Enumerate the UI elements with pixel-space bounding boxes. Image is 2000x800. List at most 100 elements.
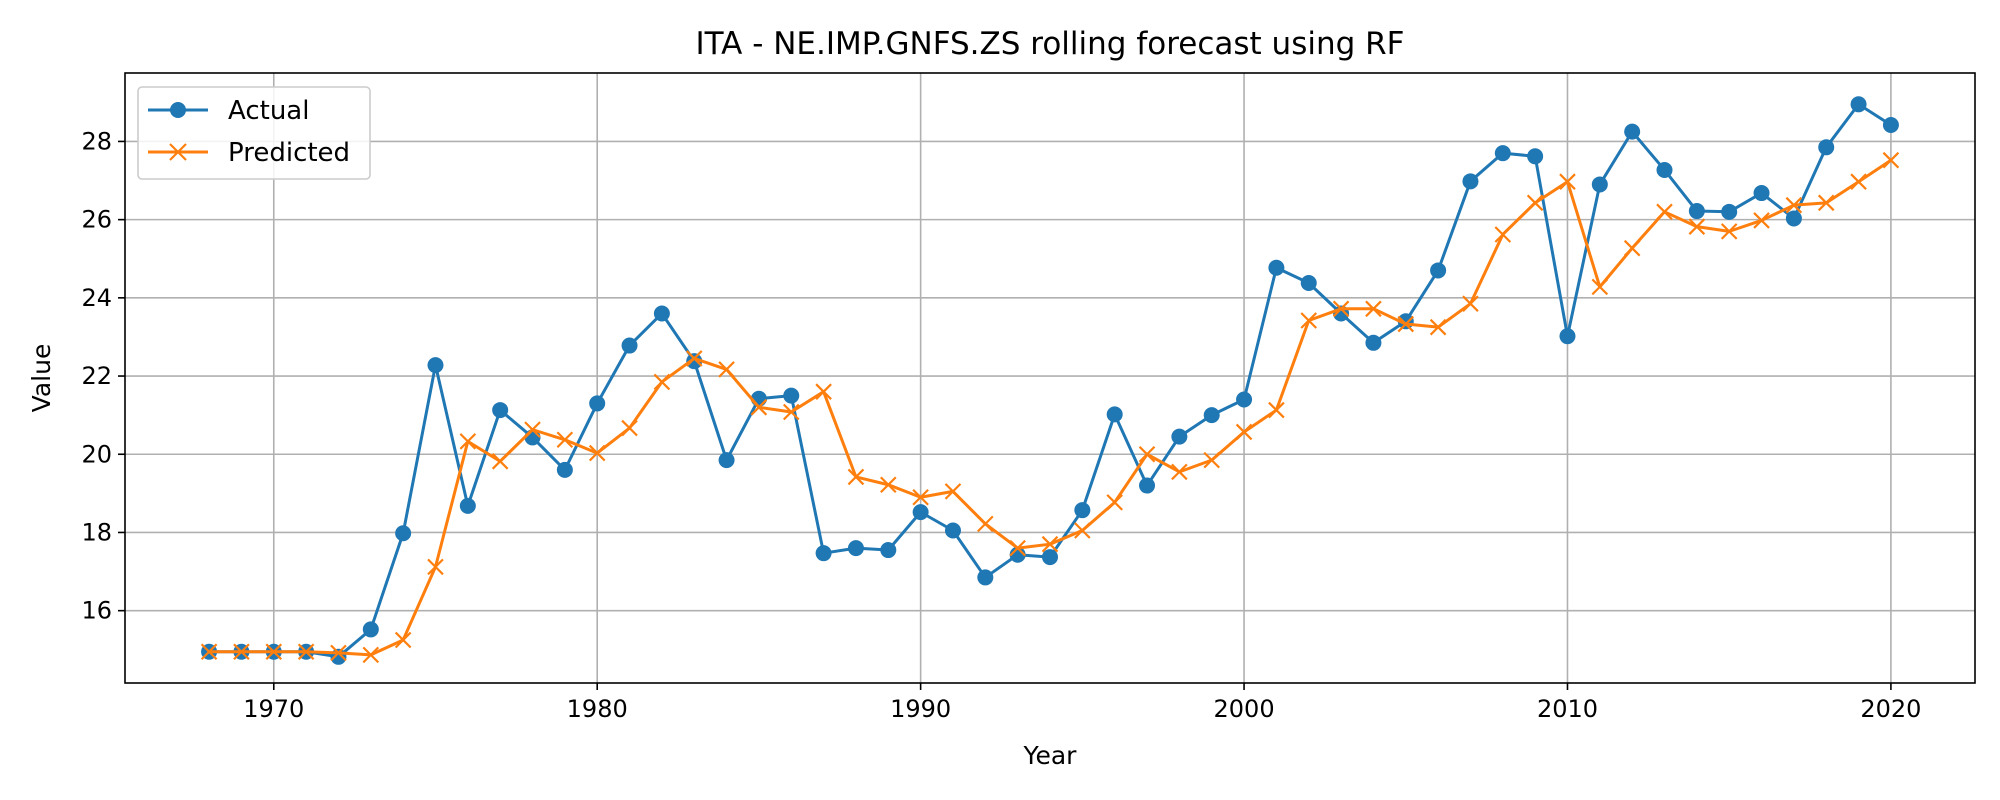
actual-point	[1365, 334, 1382, 351]
x-tick-label: 1970	[243, 695, 304, 723]
predicted-point	[491, 453, 509, 470]
predicted-point	[1656, 203, 1673, 221]
grid-lines	[125, 73, 1975, 683]
y-tick-label: 22	[81, 362, 112, 390]
predicted-point	[1009, 539, 1026, 557]
predicted-point	[1171, 463, 1188, 481]
x-tick-label: 1980	[567, 695, 628, 723]
predicted-point	[1850, 173, 1867, 190]
predicted-point	[394, 631, 412, 649]
actual-point	[1171, 428, 1188, 445]
predicted-point	[1300, 312, 1318, 329]
actual-point	[815, 545, 832, 562]
predicted-point	[685, 350, 703, 367]
actual-point	[427, 357, 444, 374]
predicted-point	[362, 646, 380, 664]
series-layer	[200, 96, 1900, 665]
predicted-line	[209, 158, 1892, 657]
actual-point	[1785, 210, 1802, 227]
predicted-point	[1365, 300, 1382, 318]
actual-point	[912, 504, 929, 521]
actual-point	[944, 522, 961, 539]
actual-point	[362, 621, 379, 638]
predicted-point	[1332, 300, 1350, 318]
actual-point	[556, 461, 573, 478]
predicted-point	[265, 643, 283, 660]
predicted-point	[1041, 535, 1059, 553]
predicted-point	[1882, 151, 1900, 169]
actual-point	[1042, 549, 1058, 566]
actual-point	[621, 337, 638, 354]
actual-point	[1527, 148, 1544, 165]
predicted-point	[815, 383, 832, 400]
y-tick-label: 24	[81, 284, 112, 312]
x-axis-label: Year	[1023, 741, 1078, 770]
predicted-point	[718, 361, 735, 378]
actual-point	[1462, 173, 1479, 190]
actual-point	[492, 402, 509, 419]
y-tick-label: 20	[81, 440, 112, 468]
actual-point	[1494, 145, 1511, 162]
predicted-point	[1106, 494, 1123, 511]
predicted-point	[1268, 401, 1285, 419]
predicted-point	[977, 515, 994, 533]
series-predicted	[200, 151, 1900, 664]
y-tick-label: 18	[81, 518, 112, 546]
predicted-point	[1623, 239, 1641, 257]
predicted-point	[1817, 194, 1835, 212]
predicted-point	[1785, 196, 1803, 214]
actual-point	[653, 305, 670, 322]
predicted-point	[297, 643, 315, 660]
predicted-point	[1753, 212, 1770, 229]
actual-point	[1753, 185, 1770, 202]
predicted-point	[782, 403, 800, 421]
actual-point	[686, 353, 703, 370]
actual-point	[1688, 203, 1705, 220]
predicted-point	[524, 421, 541, 438]
predicted-point	[1235, 423, 1253, 441]
predicted-point	[1429, 318, 1447, 336]
actual-point	[1818, 139, 1835, 156]
predicted-point	[1494, 226, 1512, 243]
predicted-point	[427, 558, 444, 576]
actual-line	[209, 102, 1892, 659]
actual-point	[1300, 274, 1317, 291]
actual-point	[1139, 477, 1156, 494]
legend-predicted-marker	[169, 143, 187, 161]
x-tick-label: 2010	[1537, 695, 1598, 723]
actual-point	[395, 525, 412, 542]
predicted-point	[880, 476, 897, 494]
actual-point	[1850, 96, 1867, 113]
actual-point	[847, 540, 864, 557]
predicted-point	[1462, 295, 1479, 312]
predicted-point	[588, 444, 606, 462]
predicted-point	[847, 468, 865, 486]
chart-title: ITA - NE.IMP.GNFS.ZS rolling forecast us…	[695, 26, 1404, 62]
predicted-point	[1074, 522, 1091, 539]
actual-point	[1203, 407, 1220, 424]
actual-point	[1236, 391, 1253, 408]
actual-point	[783, 387, 800, 404]
actual-point	[1559, 328, 1576, 345]
predicted-point	[200, 643, 218, 660]
predicted-point	[621, 419, 638, 437]
predicted-point	[1397, 315, 1415, 333]
predicted-point	[1559, 173, 1576, 190]
legend: Actual Predicted	[137, 86, 371, 180]
predicted-point	[750, 399, 768, 416]
actual-point	[589, 395, 606, 412]
predicted-point	[1138, 445, 1156, 463]
series-actual	[201, 96, 1899, 665]
legend-predicted-label: Predicted	[228, 138, 350, 168]
predicted-point	[330, 644, 347, 662]
axis-ticks: 1970 1980 1990 2000 2010 2020 16 18 20 22 24 26 28	[81, 127, 1921, 723]
legend-actual-label: Actual	[228, 96, 309, 126]
predicted-point	[233, 643, 250, 660]
predicted-point	[1688, 218, 1706, 235]
actual-point	[1721, 203, 1738, 220]
x-tick-label: 1990	[890, 695, 951, 723]
predicted-point	[1591, 278, 1609, 296]
x-tick-label: 2020	[1860, 695, 1921, 723]
predicted-point	[459, 433, 477, 450]
